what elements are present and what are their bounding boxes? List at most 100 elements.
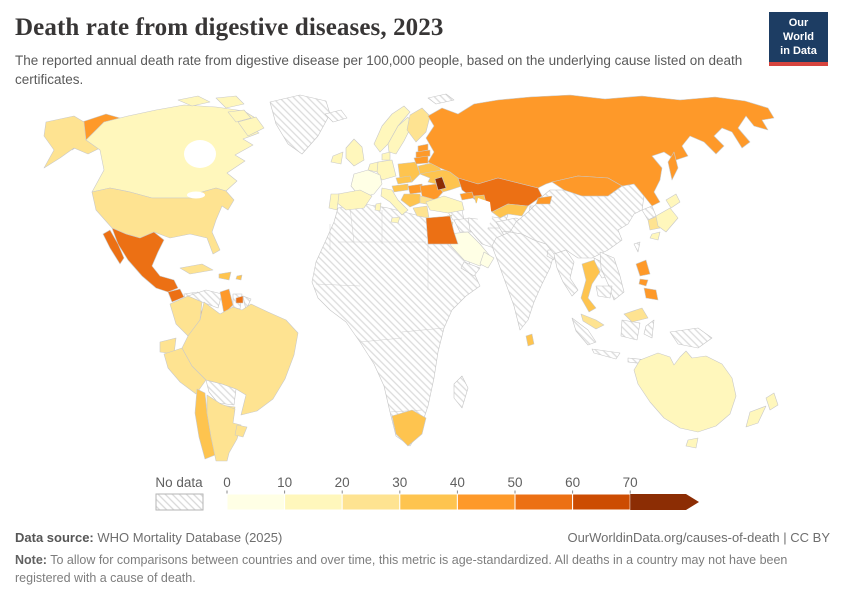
country-madagascar[interactable]: [453, 375, 469, 409]
country-mexico[interactable]: [111, 227, 179, 293]
legend-bin-4[interactable]: [456, 493, 516, 511]
country-norway[interactable]: [373, 105, 411, 153]
legend-bin-0[interactable]: [226, 493, 286, 511]
country-portugal[interactable]: [328, 193, 340, 211]
island-java[interactable]: [591, 348, 621, 360]
legend-bin-7-arrow[interactable]: [630, 494, 699, 510]
legend-tick-label-1: 10: [277, 475, 292, 490]
island-borneo[interactable]: [620, 319, 641, 341]
country-czechia[interactable]: [395, 175, 413, 185]
country-vietnam[interactable]: [599, 251, 625, 301]
island-sicily[interactable]: [390, 216, 401, 224]
country-finland[interactable]: [406, 107, 431, 143]
country-uruguay[interactable]: [234, 424, 248, 438]
country-moldova[interactable]: [434, 176, 447, 191]
arctic-island-2[interactable]: [215, 95, 245, 109]
country-austria[interactable]: [391, 183, 409, 193]
country-brazil[interactable]: [181, 301, 299, 416]
country-argentina[interactable]: [206, 394, 242, 462]
chart-footer: Data source: WHO Mortality Database (202…: [15, 530, 830, 545]
country-turkey[interactable]: [425, 195, 465, 214]
island-sumatra[interactable]: [571, 317, 597, 346]
footer-license[interactable]: CC BY: [790, 530, 830, 545]
note-value: To allow for comparisons between countri…: [15, 553, 788, 586]
legend-bin-2[interactable]: [341, 493, 401, 511]
no-data-label: No data: [155, 475, 203, 490]
country-south-africa[interactable]: [391, 409, 427, 447]
data-source-line: Data source: WHO Mortality Database (202…: [15, 530, 282, 545]
country-uzbekistan[interactable]: [491, 203, 529, 219]
arctic-island-3[interactable]: [227, 109, 252, 123]
country-french-guiana[interactable]: [242, 295, 252, 311]
island-baffin[interactable]: [237, 116, 265, 137]
island-sulawesi[interactable]: [643, 319, 655, 339]
map-legend: No data 0 10 20 30 40 50 60 70: [155, 475, 699, 511]
country-ireland[interactable]: [330, 151, 344, 165]
country-india[interactable]: [491, 231, 555, 331]
caspian-sea: [476, 198, 492, 232]
note-label: Note:: [15, 553, 47, 567]
country-malaysia[interactable]: [580, 313, 605, 330]
no-data-swatch[interactable]: [155, 493, 204, 511]
legend-bin-5[interactable]: [514, 493, 574, 511]
legend-bin-1[interactable]: [284, 493, 343, 511]
owid-logo[interactable]: Our World in Data: [769, 12, 828, 67]
country-greenland[interactable]: [269, 94, 331, 155]
country-italy[interactable]: [380, 187, 409, 216]
legend-bin-6[interactable]: [572, 493, 631, 511]
country-myanmar[interactable]: [553, 249, 579, 297]
island-visayas[interactable]: [638, 278, 649, 287]
country-denmark[interactable]: [381, 151, 391, 161]
country-benelux[interactable]: [367, 161, 379, 173]
country-oman[interactable]: [479, 251, 495, 269]
country-lithuania[interactable]: [413, 155, 429, 165]
legend-bin-3[interactable]: [399, 493, 458, 511]
footer-link[interactable]: OurWorldinData.org/causes-of-death: [567, 530, 780, 545]
legend-tick-label-4: 40: [450, 475, 465, 490]
country-yemen[interactable]: [460, 261, 481, 277]
country-georgia[interactable]: [459, 191, 475, 201]
region-balkans[interactable]: [400, 193, 423, 208]
island-tasmania[interactable]: [685, 437, 699, 449]
country-guatemala[interactable]: [167, 288, 185, 303]
region-malaysia-borneo[interactable]: [623, 307, 649, 323]
country-iceland[interactable]: [324, 109, 348, 123]
island-sakhalin[interactable]: [667, 151, 679, 181]
island-luzon[interactable]: [635, 259, 651, 277]
hudson-bay: [184, 140, 216, 168]
island-honshu[interactable]: [655, 207, 679, 233]
country-egypt[interactable]: [425, 215, 459, 245]
data-source-label: Data source:: [15, 530, 94, 545]
island-hokkaido[interactable]: [665, 193, 681, 209]
island-kyushu[interactable]: [649, 231, 661, 241]
country-papua-new-guinea[interactable]: [669, 327, 713, 349]
nz-north-island[interactable]: [765, 392, 779, 411]
country-australia[interactable]: [633, 350, 737, 433]
country-thailand[interactable]: [580, 259, 601, 313]
country-united-kingdom[interactable]: [345, 138, 365, 167]
island-mindanao[interactable]: [643, 287, 659, 301]
country-sri-lanka[interactable]: [525, 333, 535, 347]
legend-tick-label-0: 0: [223, 475, 231, 490]
legend-tick-label-2: 20: [335, 475, 350, 490]
country-kyrgyzstan[interactable]: [535, 195, 553, 205]
island-sardinia[interactable]: [374, 202, 382, 212]
state-alaska[interactable]: [43, 115, 101, 169]
peninsula-baja[interactable]: [102, 229, 125, 265]
world-map[interactable]: [30, 92, 790, 472]
country-taiwan[interactable]: [633, 241, 641, 253]
owid-logo-line1: Our World: [783, 17, 814, 43]
country-cuba[interactable]: [179, 263, 214, 275]
legend-tick-label-6: 60: [565, 475, 580, 490]
country-svalbard[interactable]: [427, 93, 455, 105]
island-hispaniola[interactable]: [218, 271, 232, 281]
great-lakes: [187, 191, 205, 199]
arctic-island-1[interactable]: [177, 95, 211, 107]
country-guyana[interactable]: [219, 288, 234, 315]
nz-south-island[interactable]: [745, 405, 767, 428]
country-mongolia[interactable]: [551, 175, 623, 197]
country-cambodia[interactable]: [595, 285, 613, 299]
data-source-value: WHO Mortality Database (2025): [93, 530, 283, 545]
island-puerto-rico[interactable]: [235, 274, 243, 281]
country-trinidad[interactable]: [235, 295, 244, 304]
